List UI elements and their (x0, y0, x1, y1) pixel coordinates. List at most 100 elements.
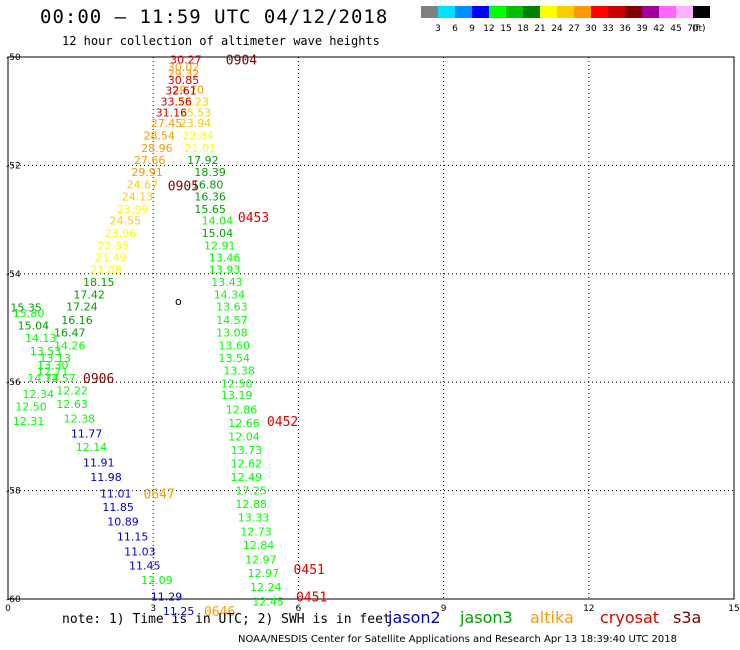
colorbar-swatch (523, 6, 540, 18)
colorbar-label: 6 (452, 24, 458, 34)
colorbar-label: 24 (551, 24, 563, 34)
wave-height-value: 23.96 (105, 227, 137, 240)
legend-altika: altika (530, 608, 574, 627)
colorbar-swatch (421, 6, 438, 18)
wave-height-value: 13.38 (223, 364, 255, 377)
wave-height-value: 28.23 (177, 95, 209, 108)
colorbar-swatch (489, 6, 506, 18)
colorbar-label: 27 (568, 24, 580, 34)
wave-height-value: 11.45 (129, 559, 161, 572)
wave-height-value: 29.70 (173, 84, 205, 97)
colorbar-swatch (455, 6, 472, 18)
wave-height-value: 23.99 (117, 203, 148, 216)
colorbar-label: 30 (585, 24, 597, 34)
pass-time-label: 0647 (144, 487, 175, 502)
y-tick-label: -54 (6, 270, 21, 280)
wave-height-value: 12.45 (252, 596, 283, 609)
wave-height-value: 13.13 (39, 352, 71, 365)
colorbar-label: 3 (435, 24, 441, 34)
wave-height-value: 12.97 (248, 567, 280, 580)
wave-height-value: 30.85 (168, 74, 200, 87)
colorbar-label: 45 (670, 24, 682, 34)
wave-height-value: 17.25 (235, 485, 266, 498)
wave-height-value: 25.53 (180, 106, 212, 119)
colorbar-swatch (540, 6, 557, 18)
pass-time-label: 0451 (296, 590, 327, 605)
page-title: 00:00 – 11:59 UTC 04/12/2018 (40, 6, 389, 28)
wave-height-value: 12.34 (23, 388, 55, 401)
wave-height-value: 16.47 (54, 326, 85, 339)
colorbar-swatch (642, 6, 659, 18)
colorbar-swatch (659, 6, 676, 18)
colorbar-swatch (591, 6, 608, 18)
wave-height-value: 12.88 (235, 498, 266, 511)
legend-s3a: s3a (673, 608, 702, 627)
colorbar-swatch (608, 6, 625, 18)
legend-jason2: jason2 (388, 608, 441, 627)
pass-time-label: 0646 (204, 605, 235, 620)
wave-height-value: 12.57 (44, 372, 76, 385)
wave-height-value: 16.16 (61, 314, 93, 327)
colorbar-swatch (625, 6, 642, 18)
wave-height-value: 16.36 (194, 190, 226, 203)
colorbar-swatch (506, 6, 523, 18)
y-tick-label: -58 (6, 487, 21, 497)
wave-height-value: 12.22 (56, 384, 88, 397)
y-tick-label: -52 (6, 161, 21, 171)
wave-height-value: 11.29 (151, 590, 183, 603)
wave-height-value: 12.62 (231, 458, 263, 471)
wave-height-value: 13.63 (216, 300, 248, 313)
wave-height-value: 12.14 (76, 441, 108, 454)
x-tick-label: 3 (150, 604, 156, 614)
wave-height-value: 32.61 (165, 85, 197, 98)
wave-height-value: 12.73 (240, 525, 272, 538)
wave-height-value: 13.46 (209, 252, 241, 265)
wave-height-value: 22.35 (98, 240, 130, 253)
wave-height-value: 18.15 (83, 276, 115, 289)
wave-height-value: 24.55 (110, 215, 142, 228)
colorbar-label: 15 (500, 24, 512, 34)
wave-height-value: 30.27 (170, 54, 202, 67)
wave-height-value: 28.54 (144, 130, 176, 143)
wave-height-value: 12.91 (204, 240, 236, 253)
wave-height-value: 12.09 (141, 574, 173, 587)
colorbar-label: 21 (534, 24, 546, 34)
wave-height-value: 21.49 (95, 252, 127, 265)
y-tick-label: -56 (6, 378, 21, 388)
wave-height-value: 12.84 (243, 539, 274, 552)
wave-height-value: 15.65 (194, 203, 226, 216)
wave-height-value: 13.54 (219, 352, 251, 365)
wave-height-value: 21.08 (90, 263, 122, 276)
colorbar-label: 39 (636, 24, 648, 34)
colorbar-label: 33 (602, 24, 614, 34)
x-tick-label: 9 (441, 604, 447, 614)
wave-height-value: 11.85 (102, 501, 134, 514)
wave-height-value: 27.45 (151, 117, 183, 130)
colorbar-swatch (574, 6, 591, 18)
colorbar-swatch (676, 6, 693, 18)
colorbar-label: 18 (517, 24, 529, 34)
pass-time-label: 0905 (168, 179, 199, 194)
wave-height-value: 13.33 (238, 512, 270, 525)
pass-time-label: 0906 (83, 372, 114, 387)
wave-height-value: 12.31 (13, 415, 45, 428)
wave-height-value: 14.26 (54, 339, 85, 352)
wave-height-value: 14.04 (202, 215, 234, 228)
wave-height-value: 13.53 (30, 345, 61, 358)
pass-time-label: 0452 (267, 415, 298, 430)
wave-height-value: 12.38 (64, 413, 96, 426)
wave-height-value: 15.35 (10, 301, 41, 314)
colorbar-swatch (557, 6, 574, 18)
wave-height-value: 11.91 (83, 456, 115, 469)
wave-height-value: 17.92 (187, 154, 219, 167)
y-tick-label: -50 (6, 53, 21, 63)
colorbar-label: 9 (469, 24, 475, 34)
wave-height-value: 14.57 (216, 314, 248, 327)
wave-height-value: 24.13 (122, 190, 153, 203)
wave-height-value: 28.96 (141, 142, 173, 155)
wave-height-value: 11.03 (124, 545, 156, 558)
wave-height-value: 12.71 (37, 365, 69, 378)
wave-height-value: 21.01 (185, 142, 217, 155)
wave-height-value: 12.04 (228, 430, 260, 443)
